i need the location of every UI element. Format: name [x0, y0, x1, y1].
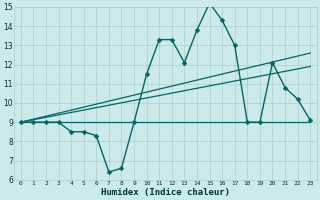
X-axis label: Humidex (Indice chaleur): Humidex (Indice chaleur) [101, 188, 230, 197]
